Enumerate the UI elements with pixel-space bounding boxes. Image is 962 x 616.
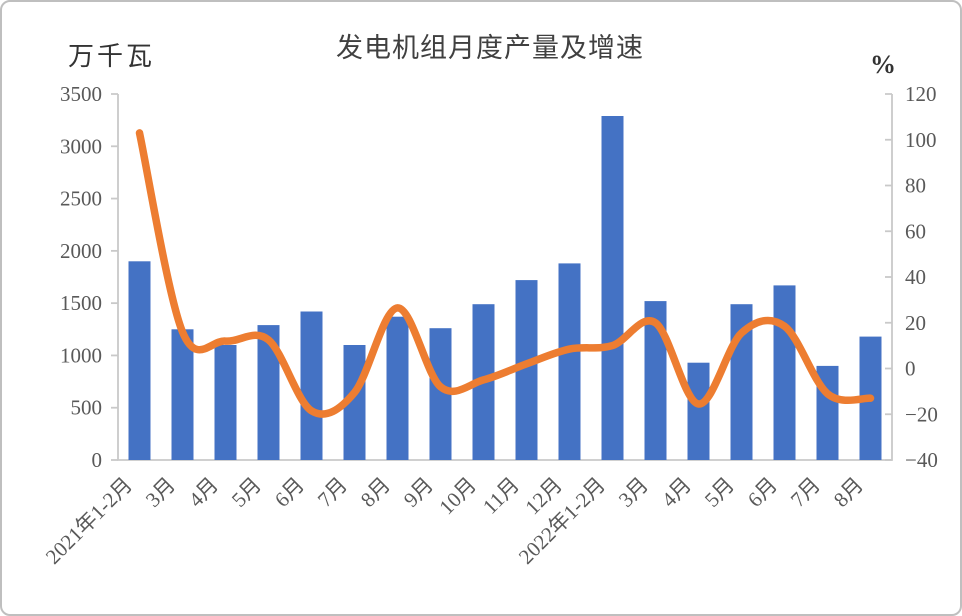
- y-axis-right-tick-label: 0: [905, 357, 916, 381]
- x-axis-category-label: 7月: [786, 473, 825, 512]
- y-axis-right-tick-label: −40: [905, 448, 938, 472]
- x-axis-category-label: 7月: [313, 473, 352, 512]
- x-axis-category-label: 5月: [227, 473, 266, 512]
- y-axis-left-tick-label: 1500: [60, 291, 102, 315]
- y-axis-right-tick-label: 80: [905, 174, 926, 198]
- y-axis-left-tick-label: 1000: [60, 343, 102, 367]
- production-bar: [257, 325, 280, 460]
- x-axis-category-label: 10月: [434, 473, 481, 520]
- y-axis-right-tick-label: 40: [905, 265, 926, 289]
- production-bar: [687, 362, 710, 460]
- y-axis-right-tick-label: 120: [905, 82, 937, 106]
- x-axis-category-label: 6月: [743, 473, 782, 512]
- production-bar: [171, 329, 194, 460]
- y-axis-left-tick-label: 2500: [60, 187, 102, 211]
- x-axis-category-label: 3月: [614, 473, 653, 512]
- x-axis-category-label: 4月: [184, 473, 223, 512]
- y-axis-left-tick-label: 3000: [60, 134, 102, 158]
- left-axis-unit-label: 万千瓦: [68, 42, 156, 71]
- y-axis-left-tick-label: 0: [92, 448, 103, 472]
- production-bar: [515, 280, 538, 460]
- production-bar: [558, 263, 581, 460]
- x-axis-category-label: 5月: [700, 473, 739, 512]
- production-bar: [429, 328, 452, 460]
- chart-title: 发电机组月度产量及增速: [336, 33, 644, 63]
- production-bar: [343, 345, 366, 460]
- production-bar: [214, 345, 237, 460]
- y-axis-right-tick-label: 60: [905, 219, 926, 243]
- production-bar: [128, 261, 151, 460]
- growth-rate-line: [135, 129, 875, 418]
- x-axis-category-label: 8月: [829, 473, 868, 512]
- y-axis-right-tick-label: −20: [905, 402, 938, 426]
- right-axis-unit-label: %: [870, 50, 896, 79]
- production-bar: [300, 311, 323, 460]
- x-axis-category-label: 9月: [399, 473, 438, 512]
- x-axis-category-label: 2021年1-2月: [41, 473, 137, 569]
- y-axis-left-tick-label: 3500: [60, 82, 102, 106]
- y-axis-left-tick-label: 500: [71, 396, 103, 420]
- production-bar: [644, 301, 667, 460]
- x-axis-category-label: 8月: [356, 473, 395, 512]
- production-bar: [601, 116, 624, 460]
- x-axis-category-label: 11月: [478, 473, 524, 519]
- x-axis-category-label: 3月: [141, 473, 180, 512]
- y-axis-right-tick-label: 20: [905, 311, 926, 335]
- y-axis-right-tick-label: 100: [905, 128, 937, 152]
- production-bar: [386, 316, 409, 460]
- production-bar: [773, 285, 796, 460]
- x-axis-category-label: 4月: [657, 473, 696, 512]
- x-axis-category-label: 6月: [270, 473, 309, 512]
- y-axis-left-tick-label: 2000: [60, 239, 102, 263]
